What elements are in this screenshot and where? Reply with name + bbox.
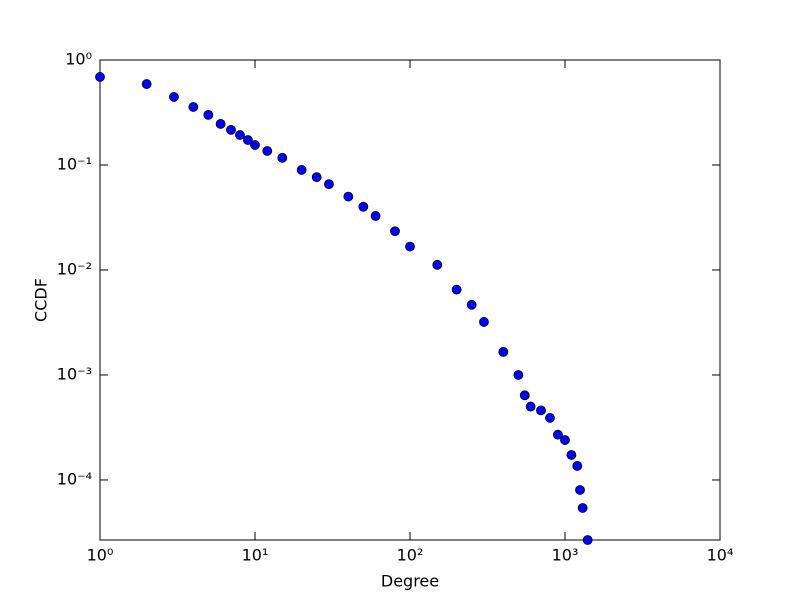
point [582,535,593,545]
point [95,72,105,82]
point [566,450,577,460]
point [324,179,334,190]
point [553,429,563,440]
point [536,405,546,416]
point [572,461,583,471]
point [262,146,273,156]
y-tick-label: 10⁻³ [57,364,92,383]
y-tick-label: 10⁻¹ [57,154,92,173]
point [432,259,443,270]
x-tick-label: 10⁰ [87,546,114,565]
point [343,191,354,202]
point [235,130,245,140]
point [466,299,477,310]
y-tick-label: 10⁻² [57,259,92,278]
point [250,140,260,150]
point [560,435,570,445]
point [405,241,415,252]
x-axis-label: Degree [381,572,439,591]
point [575,485,585,495]
plot-frame [99,59,721,541]
point [141,79,152,89]
point [277,152,288,163]
point [226,124,236,135]
point [203,109,214,120]
point [296,165,307,175]
point [498,346,509,357]
x-tick-label: 10³ [552,546,579,565]
x-tick-label: 10¹ [242,546,269,565]
y-tick-label: 10⁰ [65,50,92,69]
point [451,284,462,295]
point [519,390,530,401]
point [513,370,524,380]
y-tick-label: 10⁻⁴ [57,469,92,488]
point [390,226,400,237]
point [188,102,199,112]
point [577,503,588,513]
point [358,201,369,212]
point [525,401,536,412]
x-tick-label: 10⁴ [707,546,734,565]
y-axis-label: CCDF [32,278,51,322]
point [215,119,226,129]
x-tick-label: 10² [397,546,424,565]
point [169,92,179,102]
point [370,211,381,221]
point [545,413,555,423]
point [243,135,253,145]
point [479,317,489,327]
point [311,172,322,183]
